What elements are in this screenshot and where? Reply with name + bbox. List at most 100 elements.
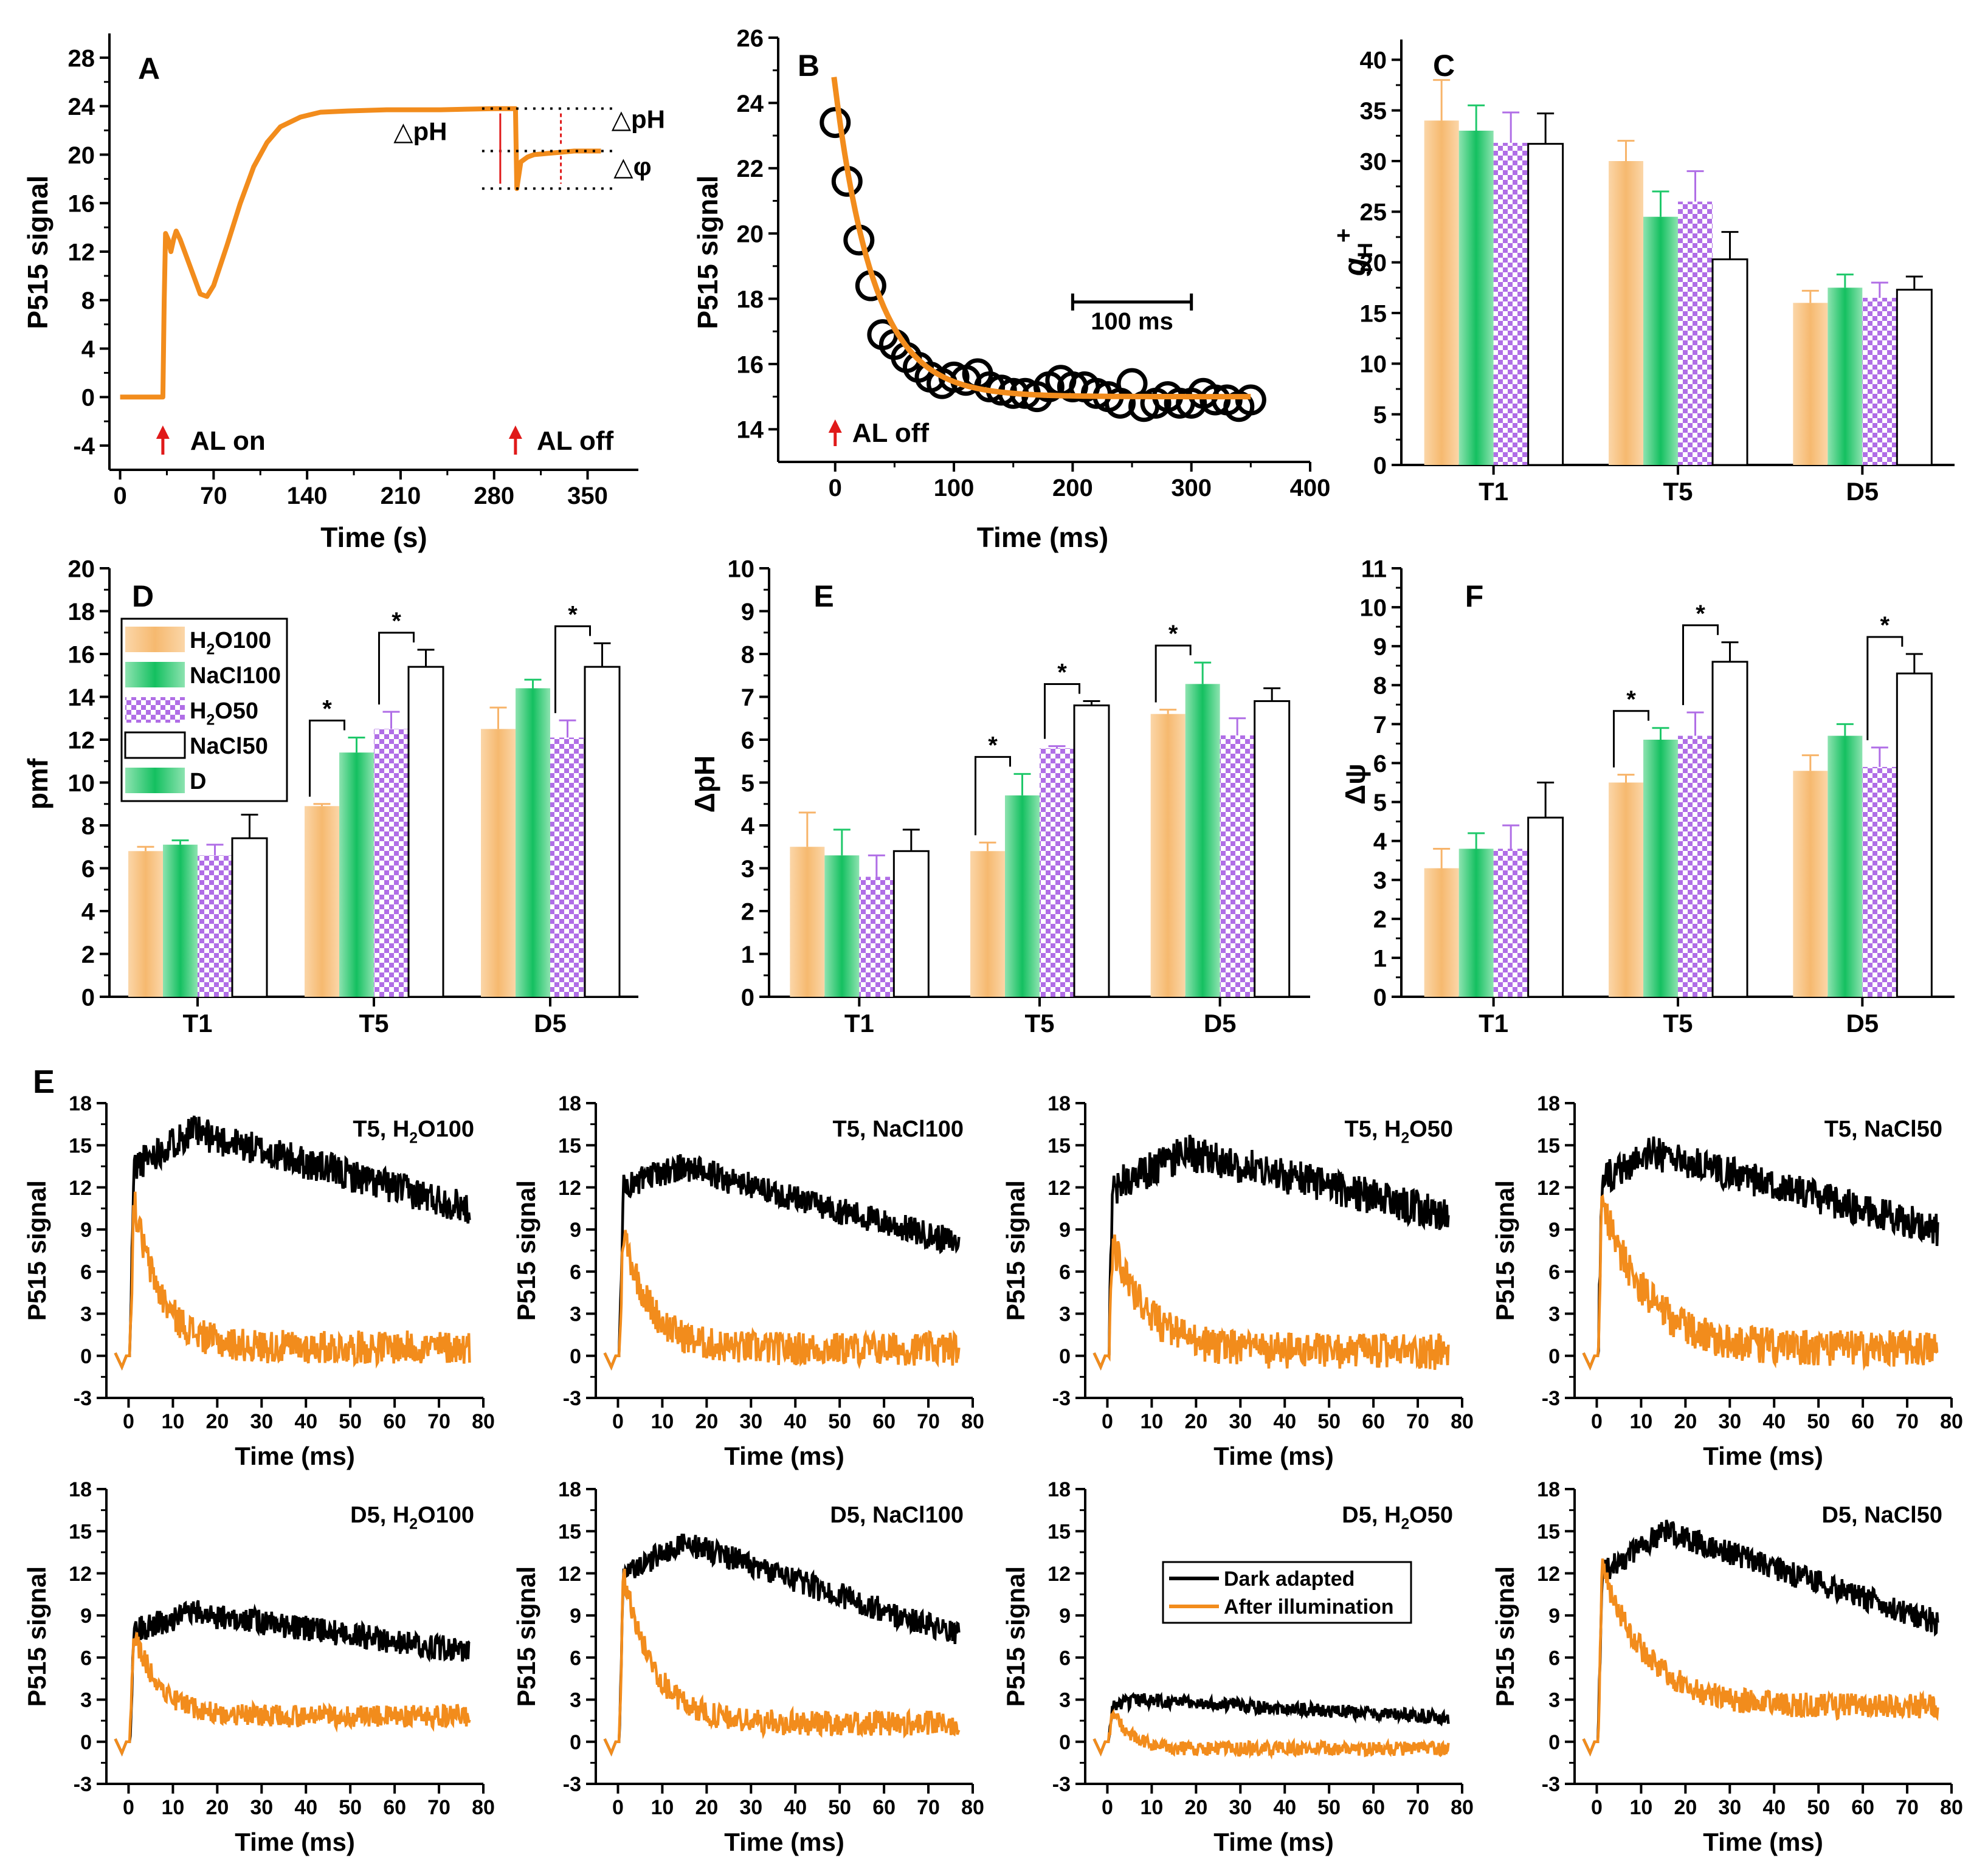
x-tick-label: 70: [1406, 1796, 1429, 1819]
y-tick-label: 15: [558, 1135, 581, 1158]
bar-NaCl100: [339, 752, 374, 997]
x-tick-label: 70: [427, 1796, 450, 1819]
trace-after-illumination: [114, 1632, 471, 1757]
bar-NaCl50: [1527, 816, 1564, 998]
x-tick-label: 60: [383, 1410, 406, 1433]
panel-e: 0 1 2 3 4 5 6 7 8 9 10 T1 T5 D5 * * * E ΔpH: [689, 556, 1310, 1038]
x-tick-label: 0: [113, 483, 126, 509]
panel-f-label: F: [1465, 579, 1484, 613]
bar-NaCl100: [1828, 287, 1863, 465]
y-tick-label: 0: [570, 1345, 581, 1368]
y-tick-label: -4: [73, 433, 95, 460]
bar-NaCl100: [1005, 795, 1040, 997]
y-tick-label: 12: [1537, 1177, 1560, 1200]
x-tick-label: 50: [339, 1796, 362, 1819]
trace-ylabel: P515 signal: [1491, 1566, 1519, 1707]
x-tick-label: 50: [1807, 1796, 1830, 1819]
x-tick-label: 30: [250, 1796, 273, 1819]
y-tick-label: 3: [1548, 1303, 1560, 1326]
bar-H2O100: [1150, 714, 1186, 997]
x-tick-label: 0: [123, 1410, 134, 1433]
y-tick-label: 0: [81, 984, 95, 1011]
trace-panel-8: -3 0 3 6 9 12 15 18 0 10 20 30 40 50 60 70 80 D5, NaCl50 T…: [1491, 1478, 1963, 1856]
trace-title: T5, NaCl100: [833, 1117, 964, 1142]
x-tick-label: 50: [339, 1410, 362, 1433]
y-tick-label: 24: [737, 91, 764, 117]
y-tick-label: 3: [570, 1303, 581, 1326]
red-arrow-head: [156, 425, 170, 439]
x-tick-label: 70: [917, 1796, 940, 1819]
x-category-label: T5: [1024, 1009, 1054, 1038]
x-category-label: T5: [1663, 1009, 1693, 1038]
bar-H2O100: [790, 847, 825, 997]
trace-dark-adapted: [114, 1600, 471, 1757]
trace-title: T5, H2O100: [353, 1117, 474, 1147]
significance-star: *: [1626, 686, 1636, 713]
bar-H2O50: [859, 876, 894, 997]
y-tick-label: 18: [1047, 1478, 1071, 1501]
x-tick-label: 80: [1451, 1796, 1474, 1819]
x-tick-label: 350: [567, 483, 608, 509]
x-tick-label: 70: [200, 483, 227, 509]
x-tick-label: 80: [472, 1410, 495, 1433]
y-tick-label: 0: [1548, 1345, 1560, 1368]
bar-NaCl50: [584, 666, 621, 998]
x-tick-label: 70: [1406, 1410, 1429, 1433]
y-tick-label: 4: [741, 813, 755, 839]
trace-dark-adapted: [114, 1115, 471, 1371]
y-tick-label: 26: [737, 25, 764, 52]
bar-NaCl50: [892, 850, 930, 998]
bar-H2O100: [305, 806, 339, 997]
x-tick-label: 60: [1851, 1410, 1874, 1433]
bar-NaCl100: [1185, 684, 1220, 997]
y-tick-label: 20: [737, 221, 764, 248]
trace-ylabel: P515 signal: [1001, 1180, 1030, 1321]
y-tick-label: 3: [80, 1303, 92, 1326]
trace-after-illumination: [114, 1191, 471, 1371]
y-tick-label: 6: [1548, 1261, 1560, 1284]
y-tick-label: 18: [558, 1092, 581, 1115]
y-tick-label: 18: [1537, 1092, 1560, 1115]
red-arrow-head: [508, 425, 522, 439]
y-tick-label: 6: [1059, 1261, 1071, 1284]
trace-xlabel: Time (ms): [724, 1442, 844, 1470]
significance-bracket: [554, 625, 591, 714]
significance-star: *: [392, 608, 401, 635]
trace-xlabel: Time (ms): [235, 1442, 355, 1470]
x-tick-label: 0: [1102, 1410, 1113, 1433]
y-tick-label: 3: [570, 1689, 581, 1712]
y-tick-label: 28: [68, 45, 95, 72]
x-tick-label: 20: [1674, 1796, 1697, 1819]
y-tick-label: 6: [1059, 1647, 1071, 1670]
y-tick-label: 9: [1548, 1219, 1560, 1242]
trace-title: D5, H2O50: [1342, 1502, 1453, 1533]
panel-b: 14 16 18 20 22 24 26 0 100 200 300 400 100 ms B AL off…: [692, 25, 1330, 553]
bar-H2O50: [1040, 748, 1074, 997]
x-tick-label: 10: [1140, 1796, 1163, 1819]
significance-bracket: [1613, 710, 1649, 768]
x-tick-label: 0: [1102, 1796, 1113, 1819]
legend-label: D: [190, 769, 206, 794]
x-tick-label: 10: [651, 1796, 674, 1819]
y-tick-label: 9: [1548, 1605, 1560, 1628]
y-tick-label: 4: [81, 336, 95, 363]
bar-H2O100: [970, 851, 1005, 997]
y-tick-label: 15: [558, 1521, 581, 1544]
y-tick-label: 18: [558, 1478, 581, 1501]
legend-label: NaCl50: [190, 734, 268, 759]
x-category-label: T1: [1479, 477, 1508, 506]
a-ylabel: P515 signal: [22, 175, 53, 329]
x-tick-label: 10: [161, 1410, 184, 1433]
bar-H2O100: [1609, 161, 1643, 465]
y-tick-label: 6: [1548, 1647, 1560, 1670]
y-tick-label: 15: [1537, 1521, 1560, 1544]
legend-label: H2O50: [190, 698, 258, 729]
y-tick-label: 24: [68, 94, 95, 120]
panel-d-label: D: [132, 579, 154, 613]
x-tick-label: 50: [828, 1410, 851, 1433]
bar-NaCl50: [1073, 704, 1110, 998]
panel-f-ylabel: Δψ: [1339, 763, 1371, 805]
legend: H2O100 NaCl100 H2O50 NaCl50 D: [120, 618, 288, 802]
